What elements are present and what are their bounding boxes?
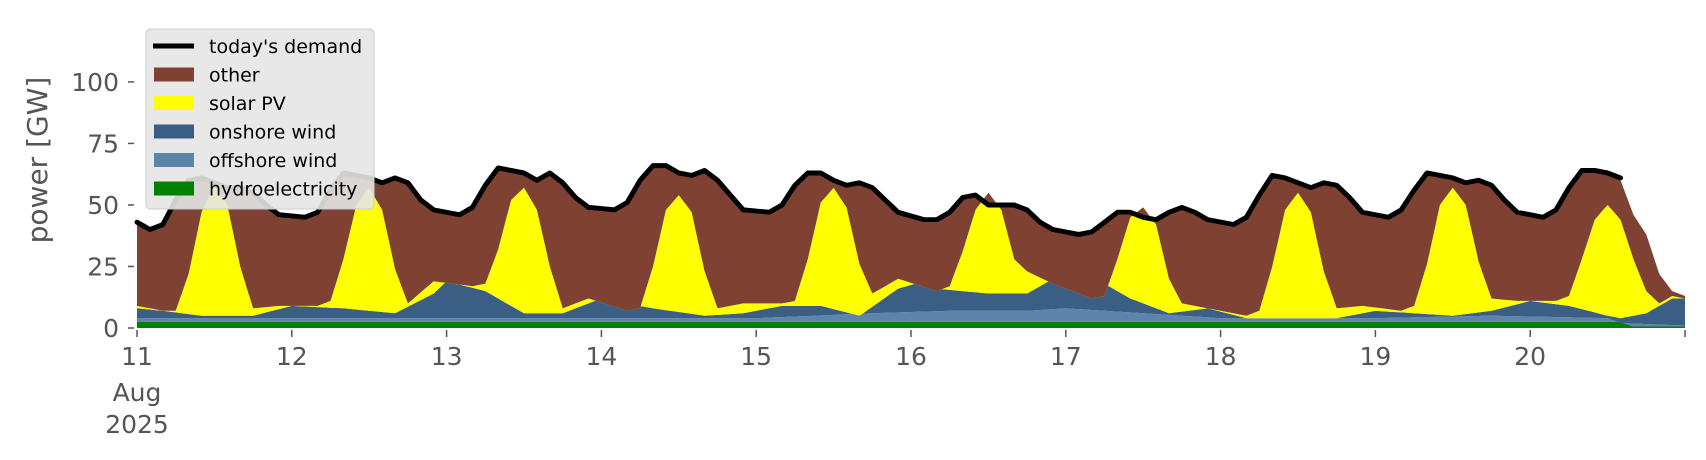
legend-swatch-solar-pv bbox=[154, 96, 194, 110]
area-other bbox=[137, 168, 1685, 316]
x-tick-label: 15 bbox=[740, 342, 772, 371]
x-tick-label: 20 bbox=[1514, 342, 1546, 371]
line-today-s-demand bbox=[134, 163, 1623, 237]
y-axis: 0 25 50 75 100 bbox=[71, 68, 134, 343]
legend-swatch-offshore-wind bbox=[154, 153, 194, 167]
y-tick-label: 0 bbox=[103, 314, 119, 343]
legend-swatch-onshore-wind bbox=[154, 124, 194, 139]
y-tick-label: 25 bbox=[87, 252, 119, 281]
demand-line bbox=[134, 163, 1623, 237]
x-tick-label: 16 bbox=[895, 342, 927, 371]
legend-label-hydroelectricity: hydroelectricity bbox=[209, 179, 357, 201]
legend-label-today-s-demand: today's demand bbox=[209, 36, 362, 58]
legend-box bbox=[145, 28, 375, 210]
legend-swatch-other bbox=[154, 67, 194, 82]
x-tick-label: 18 bbox=[1205, 342, 1237, 371]
legend-swatch-hydroelectricity bbox=[154, 181, 194, 196]
y-tick-label: 75 bbox=[87, 129, 119, 158]
x-tick-label: 19 bbox=[1359, 342, 1391, 371]
y-tick-label: 100 bbox=[71, 68, 119, 97]
x-tick-label: 17 bbox=[1050, 342, 1082, 371]
area-offshore-wind bbox=[137, 308, 1685, 327]
legend: today's demand other solar PV onshore wind o… bbox=[145, 28, 375, 210]
x-tick-label: 13 bbox=[431, 342, 463, 371]
area-solar-pv bbox=[137, 185, 1685, 319]
y-axis-label: power [GW] bbox=[21, 77, 54, 244]
x-tick-sublabel: 2025 bbox=[105, 410, 169, 439]
x-tick-label: 11 bbox=[121, 342, 153, 371]
legend-label-onshore-wind: onshore wind bbox=[209, 122, 336, 144]
x-tick-label: 14 bbox=[585, 342, 617, 371]
x-tick-sublabel: Aug bbox=[113, 378, 162, 407]
area-hydroelectricity bbox=[137, 321, 1685, 328]
area-onshore-wind bbox=[137, 271, 1685, 326]
x-axis: 11 12 13 14 15 16 17 18 19 20 Aug 2025 bbox=[105, 330, 1686, 439]
stacked-areas bbox=[137, 168, 1685, 328]
y-tick-label: 50 bbox=[87, 191, 119, 220]
x-tick-label: 12 bbox=[276, 342, 308, 371]
legend-label-other: other bbox=[209, 65, 260, 87]
legend-label-offshore-wind: offshore wind bbox=[209, 150, 337, 172]
legend-label-solar-pv: solar PV bbox=[209, 93, 286, 115]
